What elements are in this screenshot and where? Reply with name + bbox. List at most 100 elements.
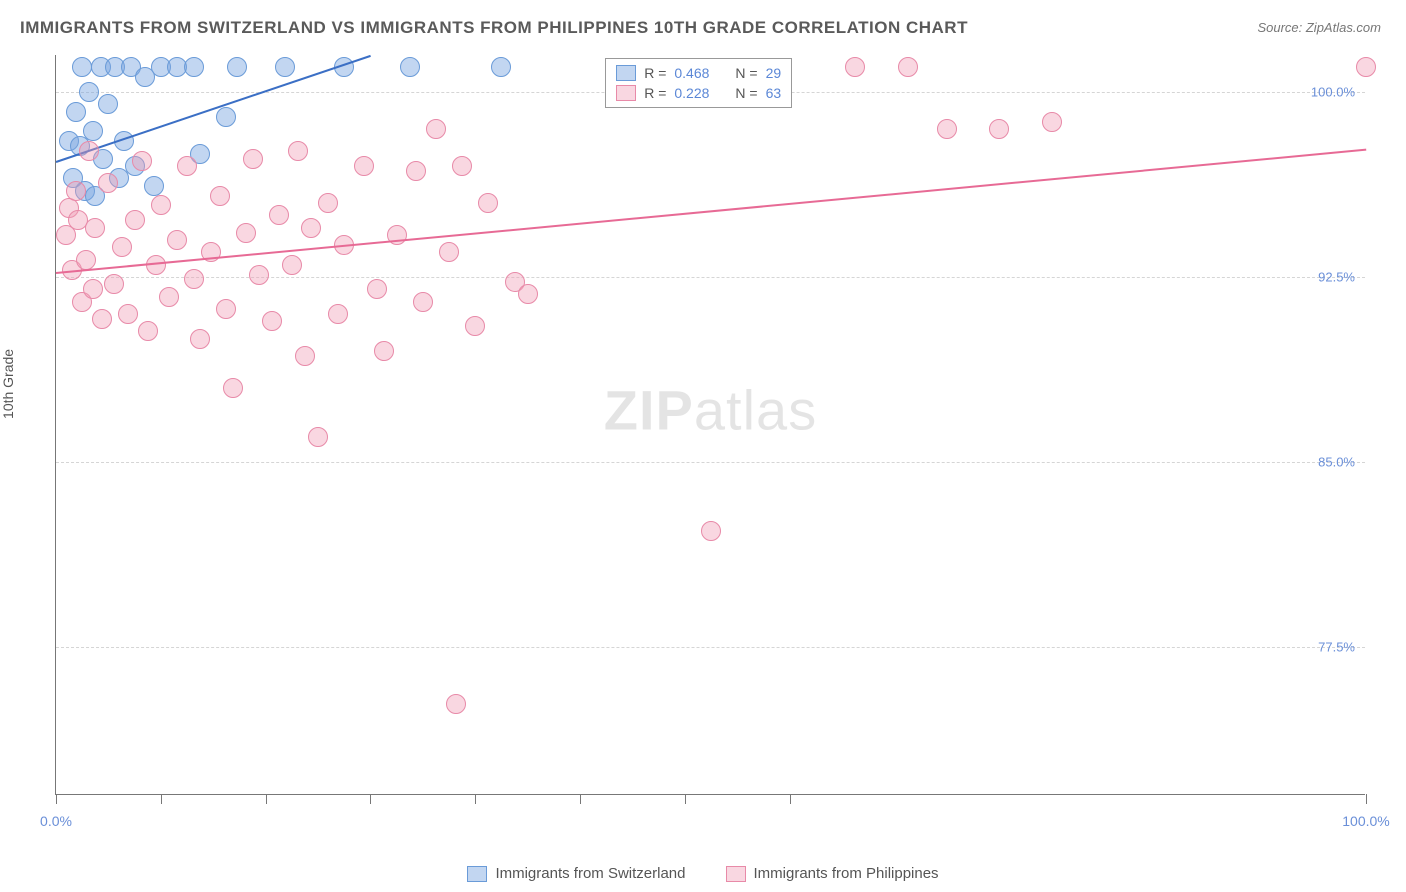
legend-swatch-switzerland — [467, 866, 487, 882]
legend-bottom: Immigrants from Switzerland Immigrants fr… — [0, 865, 1406, 882]
data-point-switzerland — [275, 57, 295, 77]
data-point-philippines — [898, 57, 918, 77]
data-point-philippines — [151, 195, 171, 215]
x-tick — [1366, 794, 1367, 804]
x-tick — [790, 794, 791, 804]
data-point-philippines — [367, 279, 387, 299]
n-label: N = — [735, 85, 757, 101]
r-label: R = — [644, 85, 666, 101]
watermark: ZIPatlas — [604, 377, 817, 442]
data-point-philippines — [79, 141, 99, 161]
r-value: 0.468 — [674, 65, 709, 81]
data-point-philippines — [295, 346, 315, 366]
legend-swatch-switzerland — [616, 65, 636, 81]
data-point-switzerland — [98, 94, 118, 114]
data-point-switzerland — [83, 121, 103, 141]
data-point-philippines — [845, 57, 865, 77]
x-tick — [161, 794, 162, 804]
legend-swatch-philippines — [616, 85, 636, 101]
data-point-philippines — [125, 210, 145, 230]
y-tick-label: 85.0% — [1318, 455, 1355, 470]
data-point-philippines — [328, 304, 348, 324]
data-point-switzerland — [491, 57, 511, 77]
data-point-switzerland — [184, 57, 204, 77]
data-point-philippines — [159, 287, 179, 307]
chart-title: IMMIGRANTS FROM SWITZERLAND VS IMMIGRANT… — [20, 18, 968, 38]
data-point-philippines — [989, 119, 1009, 139]
n-label: N = — [735, 65, 757, 81]
data-point-switzerland — [227, 57, 247, 77]
data-point-philippines — [177, 156, 197, 176]
data-point-philippines — [406, 161, 426, 181]
data-point-philippines — [249, 265, 269, 285]
data-point-switzerland — [216, 107, 236, 127]
data-point-philippines — [288, 141, 308, 161]
data-point-philippines — [426, 119, 446, 139]
data-point-philippines — [138, 321, 158, 341]
data-point-philippines — [92, 309, 112, 329]
gridline — [56, 462, 1365, 463]
data-point-philippines — [701, 521, 721, 541]
data-point-philippines — [167, 230, 187, 250]
data-point-philippines — [66, 181, 86, 201]
source-name: ZipAtlas.com — [1306, 20, 1381, 35]
source-attribution: Source: ZipAtlas.com — [1257, 20, 1381, 35]
data-point-philippines — [132, 151, 152, 171]
x-tick — [266, 794, 267, 804]
y-tick-label: 77.5% — [1318, 640, 1355, 655]
data-point-philippines — [413, 292, 433, 312]
source-prefix: Source: — [1257, 20, 1305, 35]
data-point-philippines — [518, 284, 538, 304]
data-point-switzerland — [66, 102, 86, 122]
x-tick — [580, 794, 581, 804]
data-point-philippines — [318, 193, 338, 213]
data-point-switzerland — [144, 176, 164, 196]
data-point-philippines — [216, 299, 236, 319]
legend-swatch-philippines — [726, 866, 746, 882]
data-point-philippines — [223, 378, 243, 398]
data-point-switzerland — [79, 82, 99, 102]
data-point-philippines — [301, 218, 321, 238]
data-point-philippines — [118, 304, 138, 324]
y-tick-label: 100.0% — [1311, 85, 1355, 100]
data-point-philippines — [269, 205, 289, 225]
legend-stats: R = 0.468 N = 29 R = 0.228 N = 63 — [605, 58, 792, 108]
r-label: R = — [644, 65, 666, 81]
legend-label: Immigrants from Switzerland — [495, 865, 685, 882]
data-point-philippines — [236, 223, 256, 243]
data-point-philippines — [374, 341, 394, 361]
watermark-atlas: atlas — [694, 378, 817, 441]
x-tick-label: 100.0% — [1342, 813, 1389, 829]
data-point-philippines — [439, 242, 459, 262]
n-value: 29 — [766, 65, 782, 81]
data-point-philippines — [1042, 112, 1062, 132]
y-tick-label: 92.5% — [1318, 270, 1355, 285]
data-point-philippines — [104, 274, 124, 294]
data-point-philippines — [210, 186, 230, 206]
legend-label: Immigrants from Philippines — [754, 865, 939, 882]
x-tick — [370, 794, 371, 804]
legend-item-switzerland: Immigrants from Switzerland — [467, 865, 685, 882]
data-point-philippines — [76, 250, 96, 270]
data-point-philippines — [446, 694, 466, 714]
data-point-philippines — [98, 173, 118, 193]
y-axis-label: 10th Grade — [0, 349, 16, 419]
data-point-philippines — [243, 149, 263, 169]
data-point-philippines — [184, 269, 204, 289]
data-point-philippines — [478, 193, 498, 213]
gridline — [56, 647, 1365, 648]
data-point-philippines — [112, 237, 132, 257]
x-tick — [56, 794, 57, 804]
data-point-philippines — [282, 255, 302, 275]
n-value: 63 — [766, 85, 782, 101]
data-point-philippines — [452, 156, 472, 176]
data-point-philippines — [937, 119, 957, 139]
legend-stats-row-philippines: R = 0.228 N = 63 — [616, 83, 781, 103]
r-value: 0.228 — [674, 85, 709, 101]
data-point-philippines — [83, 279, 103, 299]
watermark-zip: ZIP — [604, 378, 694, 441]
x-tick — [475, 794, 476, 804]
data-point-philippines — [190, 329, 210, 349]
x-tick — [685, 794, 686, 804]
legend-item-philippines: Immigrants from Philippines — [726, 865, 939, 882]
